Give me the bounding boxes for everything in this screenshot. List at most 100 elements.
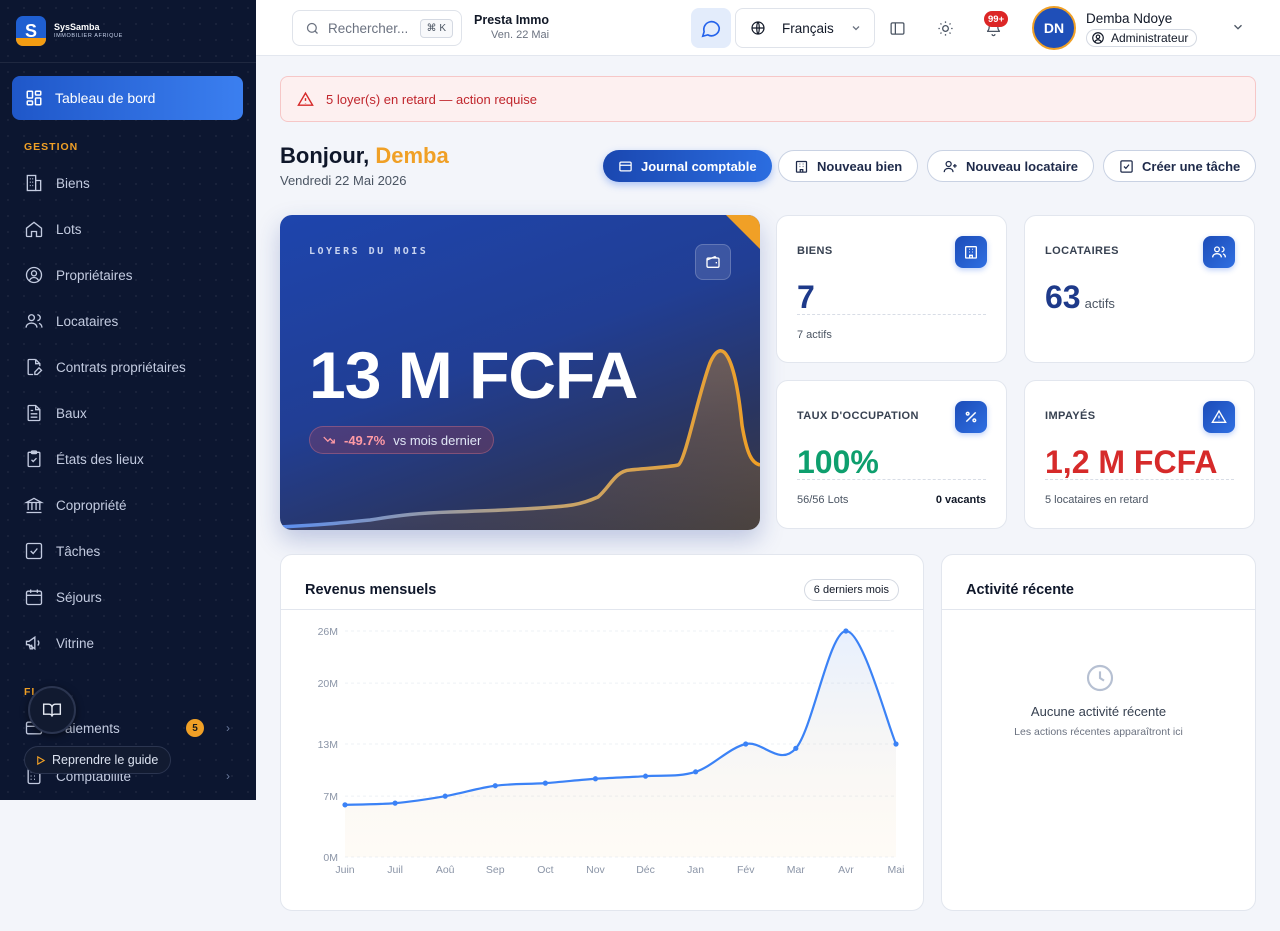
sidebar-item-proprietaires[interactable]: Propriétaires <box>24 252 234 298</box>
x-tick-label: Juil <box>387 864 403 876</box>
sidebar-item-lots[interactable]: Lots <box>24 206 234 252</box>
wallet-button[interactable] <box>695 244 731 280</box>
kpi-label: TAUX D'OCCUPATION <box>797 410 919 422</box>
revenue-chart: 0M 7M 13M 20M 26M Juin Juil Aoû Sep Oct Nov Déc Jan F… <box>318 626 905 876</box>
home-icon <box>25 221 43 238</box>
chat-button[interactable] <box>691 8 731 48</box>
sidebar-item-etats-des-lieux[interactable]: États des lieux <box>24 436 234 482</box>
logo-name: SysSamba <box>54 22 100 33</box>
user-circle-icon <box>25 266 43 284</box>
building-icon <box>955 236 987 268</box>
trend-text: vs mois dernier <box>393 432 482 448</box>
hero-label: LOYERS DU MOIS <box>309 246 429 257</box>
sidebar-item-copropriete[interactable]: Copropriété <box>24 482 234 528</box>
journal-button[interactable]: Journal comptable <box>603 150 772 182</box>
user-role-badge: Administrateur <box>1086 29 1198 47</box>
x-tick-label: Juin <box>335 864 354 876</box>
sidebar-item-baux[interactable]: Baux <box>24 390 234 436</box>
kpi-label: LOCATAIRES <box>1045 245 1119 257</box>
alert-text: 5 loyer(s) en retard — action requise <box>326 91 537 107</box>
revenue-point <box>592 776 599 782</box>
sidebar-item-dashboard[interactable]: Tableau de bord <box>12 76 243 120</box>
kpi-card-occupation[interactable]: TAUX D'OCCUPATION 100% 56/56 Lots 0 vaca… <box>776 380 1007 529</box>
building-icon <box>26 174 42 192</box>
x-tick-label: Avr <box>838 864 854 876</box>
kpi-value: 63 actifs <box>1045 279 1115 315</box>
rent-trend-badge: -49.7% vs mois dernier <box>309 426 495 454</box>
users-icon <box>25 314 43 328</box>
kpi-divider <box>797 479 986 480</box>
sidebar-item-sejours[interactable]: Séjours <box>24 574 234 620</box>
sidebar-nav: Biens Lots Propriétaires Locataires Cont… <box>24 160 234 666</box>
kpi-subtext: 5 locataires en retard <box>1045 494 1149 506</box>
language-select[interactable]: Français <box>735 8 875 48</box>
revenue-point <box>442 793 448 799</box>
clipboard-icon <box>27 450 41 468</box>
y-tick-label: 20M <box>318 678 338 690</box>
chevron-right-icon: › <box>226 721 230 735</box>
new-property-button[interactable]: Nouveau bien <box>778 150 919 182</box>
kpi-value: 1,2 M FCFA <box>1045 444 1218 480</box>
revenue-point <box>492 783 498 789</box>
credit-card-icon <box>619 161 632 171</box>
sidebar-section-finance: FI <box>24 686 36 698</box>
user-menu-chevron-icon[interactable] <box>1231 20 1245 39</box>
megaphone-icon <box>25 635 40 651</box>
chevron-down-icon <box>852 26 860 31</box>
theme-toggle-button[interactable] <box>933 16 957 40</box>
revenue-point <box>693 769 699 775</box>
search-placeholder: Rechercher... <box>328 20 409 36</box>
kpi-card-impayes[interactable]: IMPAYÉS 1,2 M FCFA 5 locataires en retar… <box>1024 380 1255 529</box>
kpi-label: BIENS <box>797 245 833 257</box>
book-open-icon <box>42 703 62 717</box>
sidebar-toggle-button[interactable] <box>885 16 909 40</box>
guide-button[interactable] <box>28 686 76 734</box>
search-shortcut: ⌘ K <box>419 18 453 38</box>
late-rent-alert[interactable]: 5 loyer(s) en retard — action requise <box>280 76 1256 122</box>
x-tick-label: Nov <box>586 864 605 876</box>
dashboard-icon <box>26 90 42 106</box>
clock-icon <box>1086 664 1114 692</box>
payments-badge: 5 <box>186 719 204 737</box>
logo[interactable]: S SysSamba IMMOBILIER AFRIQUE <box>16 16 123 46</box>
revenue-point <box>793 745 799 751</box>
sidebar-item-taches[interactable]: Tâches <box>24 528 234 574</box>
sidebar-item-paiements[interactable]: Paiements 5 › <box>24 718 230 738</box>
revenue-point <box>893 741 899 747</box>
kpi-subtext: 56/56 Lots <box>797 494 849 506</box>
revenue-point <box>342 802 348 808</box>
kpi-card-locataires[interactable]: LOCATAIRES 63 actifs <box>1024 215 1255 363</box>
topbar: Rechercher... ⌘ K Presta Immo Ven. 22 Ma… <box>256 0 1280 56</box>
user-name[interactable]: Demba Ndoye <box>1086 11 1173 26</box>
y-tick-label: 13M <box>318 739 338 751</box>
revenue-point <box>542 780 548 786</box>
monthly-rent-card: LOYERS DU MOIS 13 M FCFA -49.7% vs mois … <box>280 215 760 530</box>
x-tick-label: Fév <box>737 864 755 876</box>
sidebar-item-contrats[interactable]: Contrats propriétaires <box>24 344 234 390</box>
user-circle-icon <box>1092 32 1104 44</box>
sidebar-section-gestion: GESTION <box>24 141 79 153</box>
users-icon <box>1203 236 1235 268</box>
kpi-divider <box>797 314 986 315</box>
user-plus-icon <box>943 160 957 172</box>
new-tenant-button[interactable]: Nouveau locataire <box>927 150 1094 182</box>
create-task-button[interactable]: Créer une tâche <box>1103 150 1257 182</box>
kpi-card-biens[interactable]: BIENS 7 7 actifs <box>776 215 1007 363</box>
globe-icon <box>751 21 765 35</box>
check-square-icon <box>1120 159 1133 173</box>
sidebar-item-locataires[interactable]: Locataires <box>24 298 234 344</box>
sun-icon <box>937 20 953 36</box>
check-square-icon <box>25 542 43 560</box>
sidebar-item-vitrine[interactable]: Vitrine <box>24 620 234 666</box>
search-input[interactable]: Rechercher... ⌘ K <box>292 10 462 46</box>
notifications-badge: 99+ <box>984 11 1009 27</box>
y-tick-label: 0M <box>323 852 338 864</box>
avatar[interactable]: DN <box>1032 6 1076 50</box>
agency-name: Presta Immo <box>474 13 550 27</box>
resume-guide-button[interactable]: Reprendre le guide <box>24 746 172 774</box>
page-title: Bonjour, Demba <box>280 143 449 168</box>
alert-triangle-icon <box>297 91 314 106</box>
sidebar-item-label: Tableau de bord <box>55 90 156 106</box>
period-selector[interactable]: 6 derniers mois <box>803 579 899 601</box>
sidebar-item-biens[interactable]: Biens <box>24 160 234 206</box>
